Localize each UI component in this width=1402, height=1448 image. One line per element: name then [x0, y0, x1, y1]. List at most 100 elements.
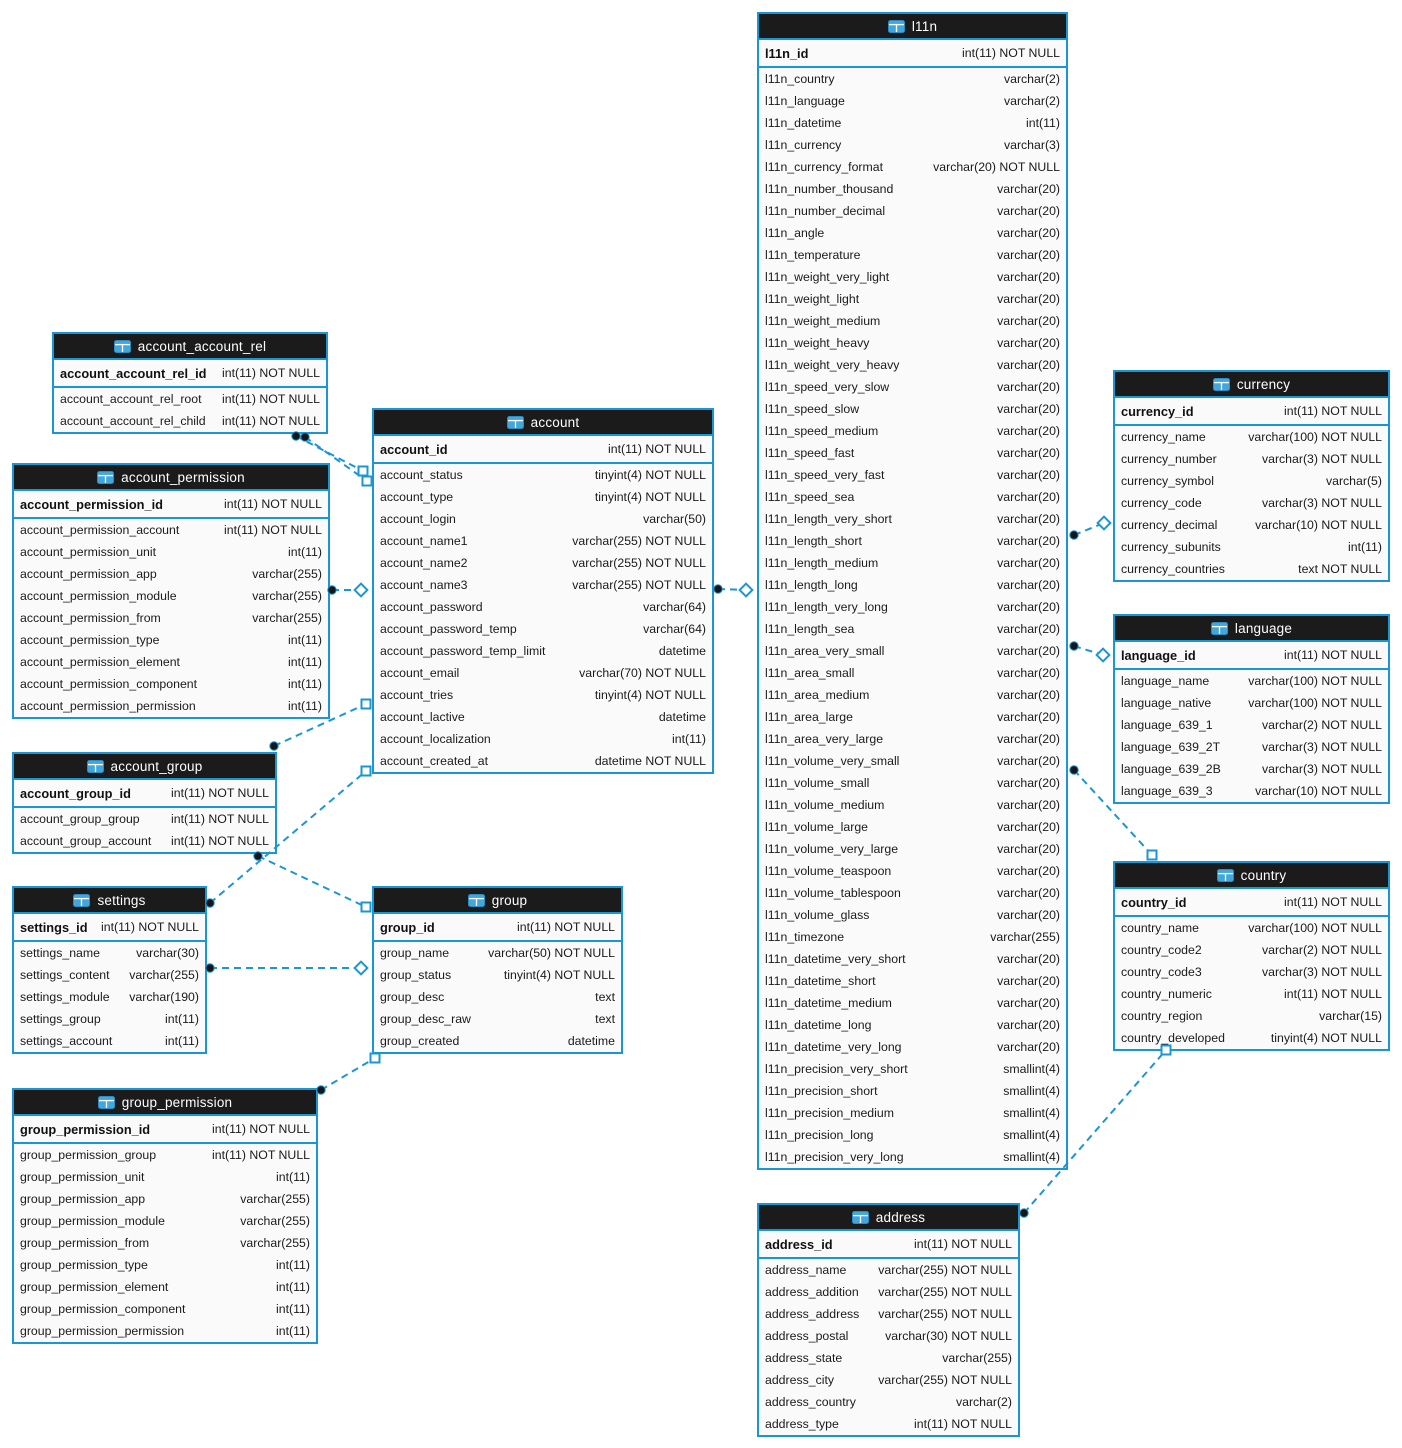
column-type: varchar(3) NOT NULL — [1261, 762, 1382, 776]
column-type: varchar(255) — [240, 1192, 310, 1206]
column-account_tries: account_tries tinyint(4) NOT NULL — [374, 684, 712, 706]
table-header-account_account_rel[interactable]: account_account_rel — [54, 334, 326, 360]
column-name: group_permission_app — [20, 1192, 146, 1206]
column-account_name3: account_name3 varchar(255) NOT NULL — [374, 574, 712, 596]
column-type: varchar(2) NOT NULL — [1261, 943, 1382, 957]
relationship-line-account-l11n[interactable] — [717, 588, 747, 591]
column-type: varchar(20) — [997, 314, 1060, 328]
table-country[interactable]: country country_id int(11) NOT NULL country… — [1113, 861, 1390, 1051]
relationship-endpoint-circle — [1019, 1208, 1029, 1218]
column-country_developed: country_developed tinyint(4) NOT NULL — [1115, 1027, 1388, 1049]
table-address[interactable]: address address_id int(11) NOT NULL address… — [757, 1203, 1020, 1437]
column-name: currency_name — [1121, 430, 1206, 444]
column-type: varchar(100) NOT NULL — [1248, 674, 1382, 688]
column-type: smallint(4) — [1003, 1062, 1060, 1076]
column-name: settings_content — [20, 968, 110, 982]
column-type: int(11) NOT NULL — [1284, 404, 1382, 418]
column-name: l11n_angle — [765, 226, 825, 240]
column-name: account_account_rel_id — [60, 365, 207, 381]
table-header-settings[interactable]: settings — [14, 888, 205, 914]
table-header-account[interactable]: account — [374, 410, 712, 436]
relationship-line-l11n-language[interactable] — [1073, 645, 1104, 656]
column-name: address_addition — [765, 1285, 859, 1299]
column-type: datetime — [567, 1034, 615, 1048]
table-header-group_permission[interactable]: group_permission — [14, 1090, 316, 1116]
column-name: l11n_timezone — [765, 930, 845, 944]
table-header-country[interactable]: country — [1115, 863, 1388, 889]
column-name: l11n_speed_medium — [765, 424, 879, 438]
table-header-account_permission[interactable]: account_permission — [14, 465, 328, 491]
column-type: varchar(20) — [997, 248, 1060, 262]
column-type: int(11) — [288, 655, 322, 669]
column-name: l11n_area_very_small — [765, 644, 885, 658]
column-type: int(11) — [165, 1034, 199, 1048]
table-account_group[interactable]: account_group account_group_id int(11) NOT… — [12, 752, 277, 854]
column-type: varchar(20) — [997, 336, 1060, 350]
relationship-line-l11n-currency[interactable] — [1073, 522, 1105, 536]
column-type: int(11) — [276, 1170, 310, 1184]
table-group_permission[interactable]: group_permission group_permission_id int(1… — [12, 1088, 318, 1344]
column-name: l11n_id — [765, 45, 809, 61]
column-name: account_permission_app — [20, 567, 157, 581]
column-type: tinyint(4) NOT NULL — [594, 688, 706, 702]
table-group[interactable]: group group_id int(11) NOT NULL group_name v… — [372, 886, 623, 1054]
column-type: datetime — [658, 710, 706, 724]
column-name: account_login — [380, 512, 456, 526]
relationship-endpoint-circle — [205, 898, 215, 908]
column-type: tinyint(4) NOT NULL — [503, 968, 615, 982]
column-name: currency_number — [1121, 452, 1217, 466]
column-l11n_precision_very_long: l11n_precision_very_long smallint(4) — [759, 1146, 1066, 1168]
table-title: account_group — [110, 758, 203, 774]
column-name: account_password_temp — [380, 622, 517, 636]
table-header-group[interactable]: group — [374, 888, 621, 914]
table-header-l11n[interactable]: l11n — [759, 14, 1066, 40]
table-header-address[interactable]: address — [759, 1205, 1018, 1231]
pk-column-currency_id: currency_id int(11) NOT NULL — [1115, 398, 1388, 426]
column-l11n_length_very_long: l11n_length_very_long varchar(20) — [759, 596, 1066, 618]
relationship-line-account_group-group[interactable] — [257, 855, 367, 908]
column-account_created_at: account_created_at datetime NOT NULL — [374, 750, 712, 772]
column-type: varchar(20) — [997, 380, 1060, 394]
column-type: int(11) NOT NULL — [171, 786, 269, 800]
table-l11n[interactable]: l11n l11n_id int(11) NOT NULL l11n_country v… — [757, 12, 1068, 1170]
column-type: int(11) NOT NULL — [1284, 895, 1382, 909]
table-settings[interactable]: settings settings_id int(11) NOT NULL setti… — [12, 886, 207, 1054]
column-name: l11n_precision_medium — [765, 1106, 894, 1120]
column-group_permission_type: group_permission_type int(11) — [14, 1254, 316, 1276]
column-l11n_currency: l11n_currency varchar(3) — [759, 134, 1066, 156]
column-name: account_password — [380, 600, 483, 614]
column-type: varchar(20) — [997, 688, 1060, 702]
column-l11n_volume_teaspoon: l11n_volume_teaspoon varchar(20) — [759, 860, 1066, 882]
column-type: text — [595, 990, 615, 1004]
column-type: int(11) NOT NULL — [101, 920, 199, 934]
table-header-account_group[interactable]: account_group — [14, 754, 275, 780]
column-type: varchar(10) NOT NULL — [1255, 518, 1382, 532]
table-language[interactable]: language language_id int(11) NOT NULL langu… — [1113, 614, 1390, 804]
column-language_639_1: language_639_1 varchar(2) NOT NULL — [1115, 714, 1388, 736]
column-l11n_number_decimal: l11n_number_decimal varchar(20) — [759, 200, 1066, 222]
table-icon — [851, 1210, 869, 1224]
column-name: currency_id — [1121, 403, 1194, 419]
column-type: varchar(2) NOT NULL — [1261, 718, 1382, 732]
column-l11n_datetime_very_short: l11n_datetime_very_short varchar(20) — [759, 948, 1066, 970]
column-type: varchar(255) NOT NULL — [878, 1307, 1012, 1321]
column-type: int(11) — [288, 677, 322, 691]
table-icon — [1216, 868, 1234, 882]
table-account_permission[interactable]: account_permission account_permission_id i… — [12, 463, 330, 719]
table-account_account_rel[interactable]: account_account_rel account_account_rel_i… — [52, 332, 328, 434]
table-currency[interactable]: currency currency_id int(11) NOT NULL curre… — [1113, 370, 1390, 582]
table-header-currency[interactable]: currency — [1115, 372, 1388, 398]
table-title: account — [530, 414, 580, 430]
relationship-endpoint-circle — [713, 584, 723, 594]
column-type: varchar(20) — [997, 270, 1060, 284]
column-type: varchar(20) — [997, 886, 1060, 900]
column-type: int(11) — [165, 1012, 199, 1026]
pk-column-settings_id: settings_id int(11) NOT NULL — [14, 914, 205, 942]
table-title: account_account_rel — [137, 338, 267, 354]
relationship-line-group_permission-group[interactable] — [320, 1057, 376, 1091]
column-type: varchar(100) NOT NULL — [1248, 696, 1382, 710]
table-header-language[interactable]: language — [1115, 616, 1388, 642]
table-account[interactable]: account account_id int(11) NOT NULL account… — [372, 408, 714, 774]
column-name: group_permission_unit — [20, 1170, 145, 1184]
